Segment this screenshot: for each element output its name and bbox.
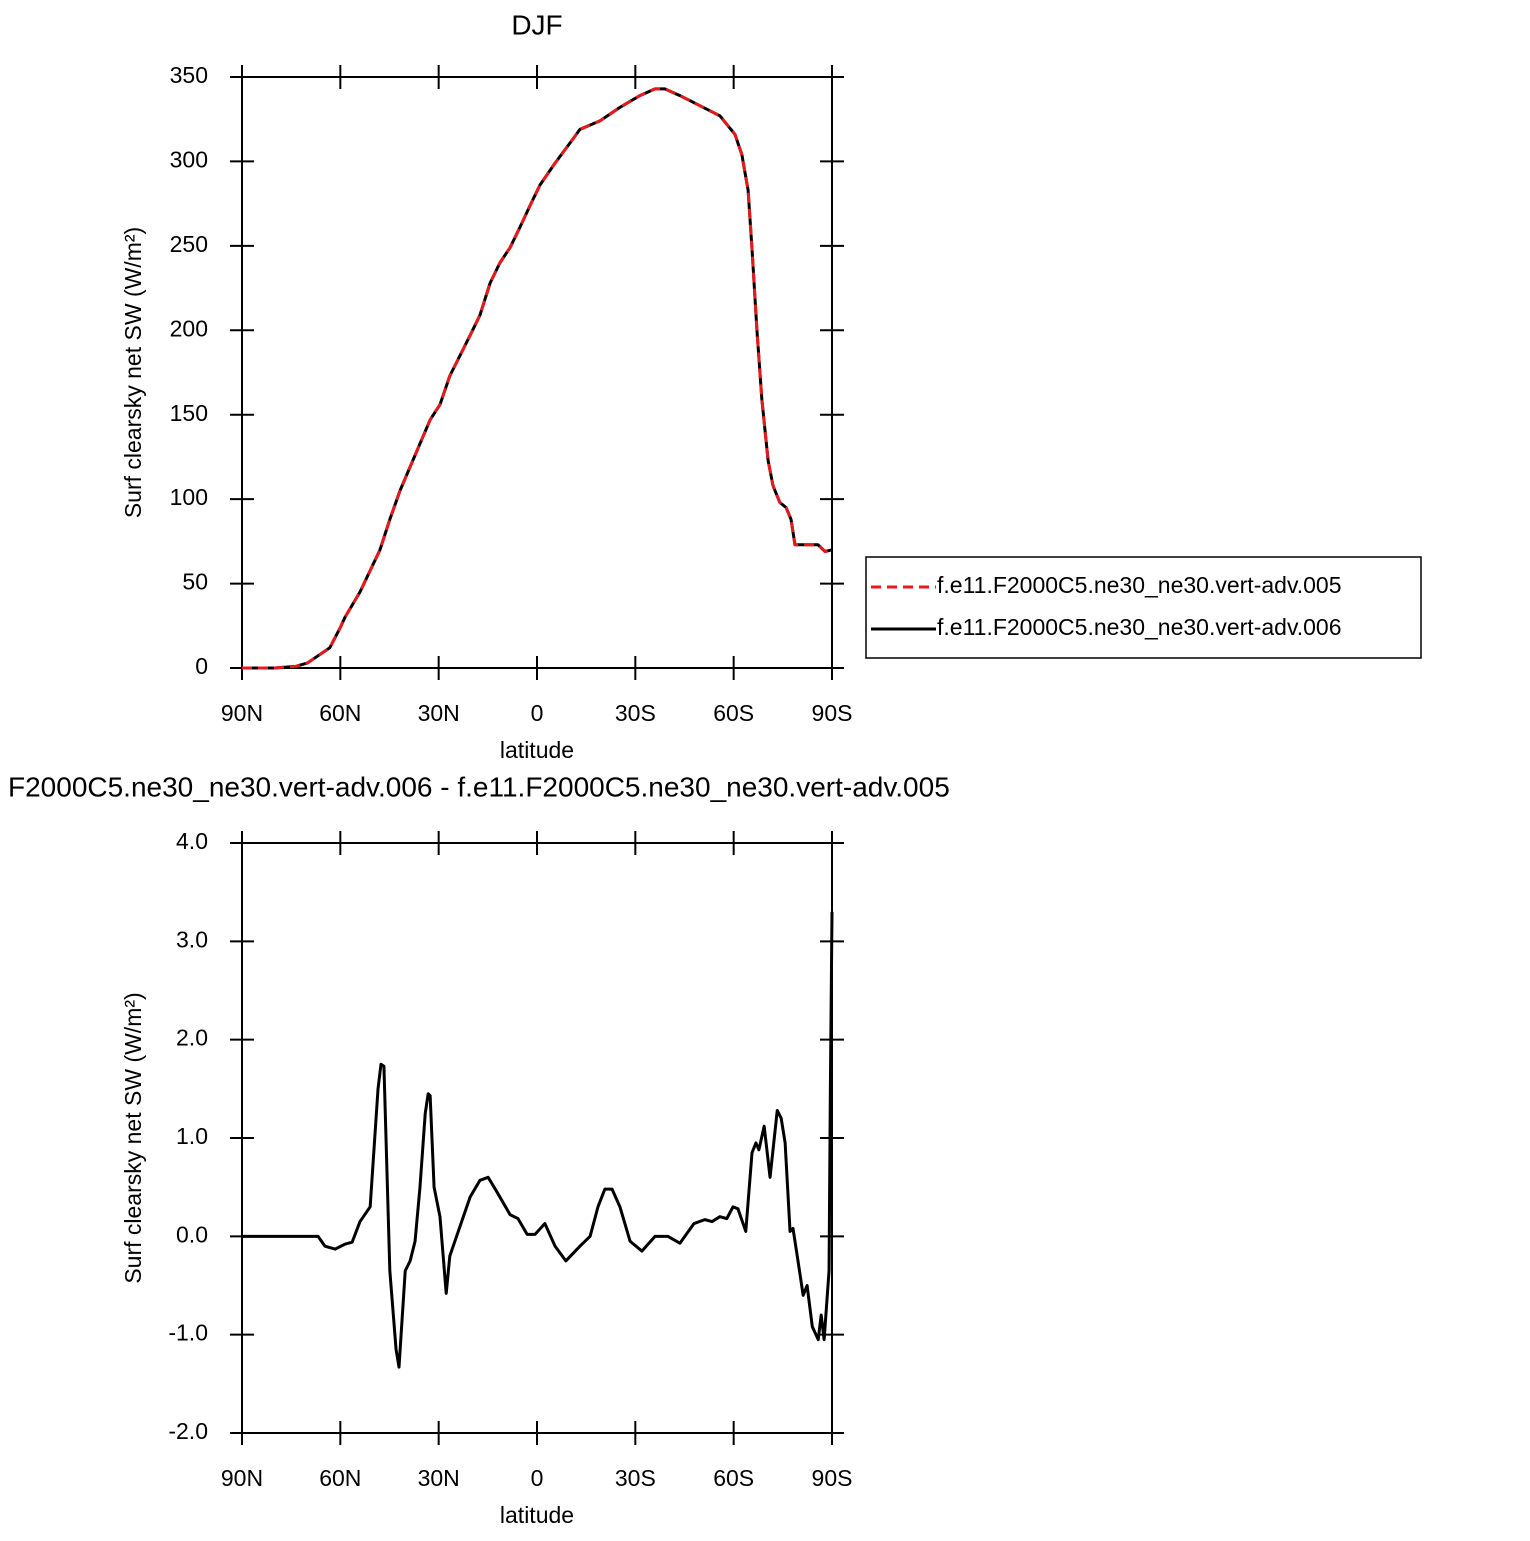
- y-axis-label: Surf clearsky net SW (W/m²): [120, 992, 146, 1283]
- x-tick-label: 90S: [812, 700, 853, 726]
- x-tick-label: 90N: [221, 1465, 263, 1491]
- y-tick-label: -2.0: [168, 1418, 208, 1444]
- legend-label: f.e11.F2000C5.ne30_ne30.vert-adv.005: [937, 572, 1342, 598]
- y-tick-label: 0.0: [176, 1221, 208, 1247]
- y-tick-label: 4.0: [176, 828, 208, 854]
- x-axis-label: latitude: [500, 737, 574, 763]
- y-tick-label: 300: [170, 147, 208, 173]
- y-tick-label: 200: [170, 315, 208, 341]
- y-tick-label: 3.0: [176, 926, 208, 952]
- data-line: [242, 911, 834, 1369]
- x-tick-label: 90N: [221, 700, 263, 726]
- x-tick-label: 90S: [812, 1465, 853, 1491]
- x-tick-label: 30S: [615, 700, 656, 726]
- x-tick-label: 30S: [615, 1465, 656, 1491]
- y-tick-label: 0: [195, 653, 208, 679]
- x-axis-label: latitude: [500, 1502, 574, 1528]
- y-tick-label: -1.0: [168, 1320, 208, 1346]
- chart-title: F2000C5.ne30_ne30.vert-adv.006 - f.e11.F…: [8, 771, 950, 802]
- y-tick-label: 50: [182, 569, 208, 595]
- x-tick-label: 60N: [319, 700, 361, 726]
- y-tick-label: 1.0: [176, 1123, 208, 1149]
- y-tick-label: 2.0: [176, 1025, 208, 1051]
- x-tick-label: 0: [531, 1465, 544, 1491]
- chart-title: DJF: [511, 9, 562, 40]
- plot-frame: [241, 842, 833, 1434]
- y-axis-label: Surf clearsky net SW (W/m²): [120, 227, 146, 518]
- x-tick-label: 60S: [713, 700, 754, 726]
- legend-box: [865, 556, 1422, 659]
- plot-frame: [241, 76, 833, 669]
- data-line: [242, 87, 833, 670]
- y-tick-label: 150: [170, 400, 208, 426]
- y-tick-label: 350: [170, 62, 208, 88]
- x-tick-label: 60S: [713, 1465, 754, 1491]
- y-tick-label: 100: [170, 484, 208, 510]
- legend-label: f.e11.F2000C5.ne30_ne30.vert-adv.006: [937, 614, 1342, 640]
- y-tick-label: 250: [170, 231, 208, 257]
- x-tick-label: 0: [531, 700, 544, 726]
- x-tick-label: 30N: [418, 1465, 460, 1491]
- x-tick-label: 60N: [319, 1465, 361, 1491]
- x-tick-label: 30N: [418, 700, 460, 726]
- data-line: [242, 87, 833, 670]
